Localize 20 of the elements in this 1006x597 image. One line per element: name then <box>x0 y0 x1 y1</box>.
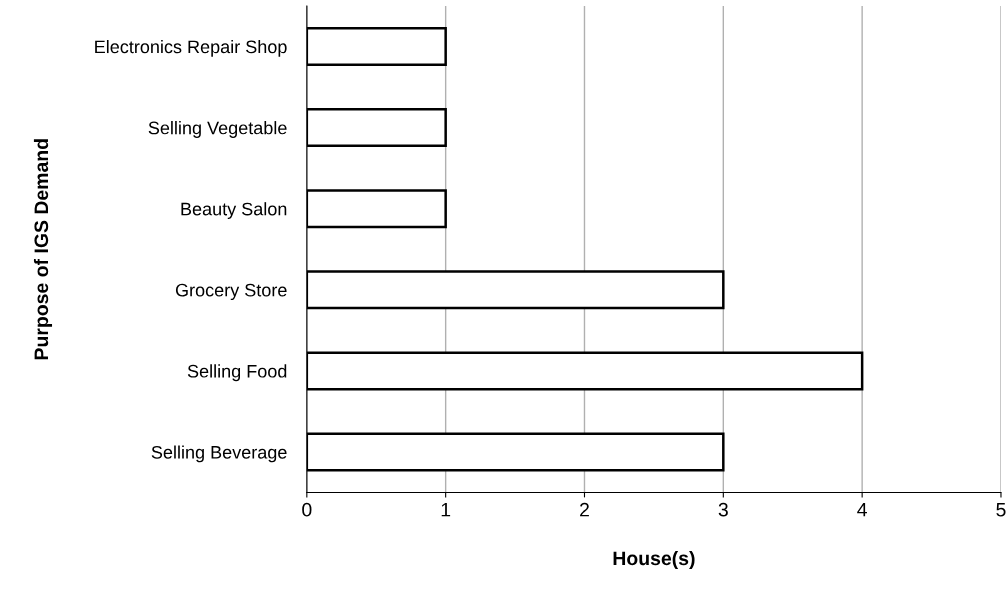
bar <box>306 432 725 472</box>
x-tick-label: 4 <box>857 502 867 517</box>
bar <box>306 108 447 148</box>
y-tick-label: Selling Vegetable <box>148 121 287 138</box>
x-tick-label: 0 <box>302 502 312 517</box>
y-tick-label: Beauty Salon <box>181 202 287 219</box>
x-tick-label: 5 <box>996 502 1006 517</box>
x-tick-label: 1 <box>441 502 451 517</box>
x-axis-title: House(s) <box>613 550 695 570</box>
x-tick-label: 2 <box>580 502 589 517</box>
x-tick-label: 3 <box>718 502 728 517</box>
y-axis-title: Purpose of IGS Demand <box>33 139 53 360</box>
y-tick-label: Electronics Repair Shop <box>95 39 287 57</box>
bar <box>306 351 864 391</box>
bar <box>306 270 725 310</box>
y-tick-label: Grocery Store <box>175 283 287 301</box>
bar <box>306 27 447 67</box>
bar <box>306 189 447 229</box>
y-tick-label: Selling Beverage <box>151 445 287 463</box>
y-tick-label: Selling Food <box>187 364 287 382</box>
